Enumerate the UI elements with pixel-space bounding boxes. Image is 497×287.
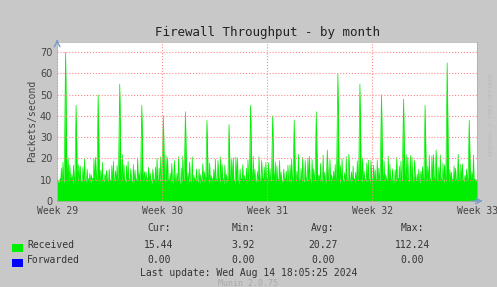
Text: Forwarded: Forwarded xyxy=(27,255,80,265)
Title: Firewall Throughput - by month: Firewall Throughput - by month xyxy=(155,26,380,39)
Text: RRDTOOL / TOBI OETIKER: RRDTOOL / TOBI OETIKER xyxy=(488,73,493,156)
Text: Last update: Wed Aug 14 18:05:25 2024: Last update: Wed Aug 14 18:05:25 2024 xyxy=(140,268,357,278)
Text: 15.44: 15.44 xyxy=(144,240,174,250)
Text: 0.00: 0.00 xyxy=(232,255,255,265)
Text: Min:: Min: xyxy=(232,223,255,233)
Text: 0.00: 0.00 xyxy=(147,255,171,265)
Text: Avg:: Avg: xyxy=(311,223,335,233)
Text: Max:: Max: xyxy=(401,223,424,233)
Text: 0.00: 0.00 xyxy=(311,255,335,265)
Text: Cur:: Cur: xyxy=(147,223,171,233)
Text: Munin 2.0.75: Munin 2.0.75 xyxy=(219,279,278,287)
Y-axis label: Packets/second: Packets/second xyxy=(27,80,37,162)
Text: 20.27: 20.27 xyxy=(308,240,338,250)
Text: 112.24: 112.24 xyxy=(395,240,430,250)
Text: Received: Received xyxy=(27,240,75,250)
Text: 0.00: 0.00 xyxy=(401,255,424,265)
Text: 3.92: 3.92 xyxy=(232,240,255,250)
